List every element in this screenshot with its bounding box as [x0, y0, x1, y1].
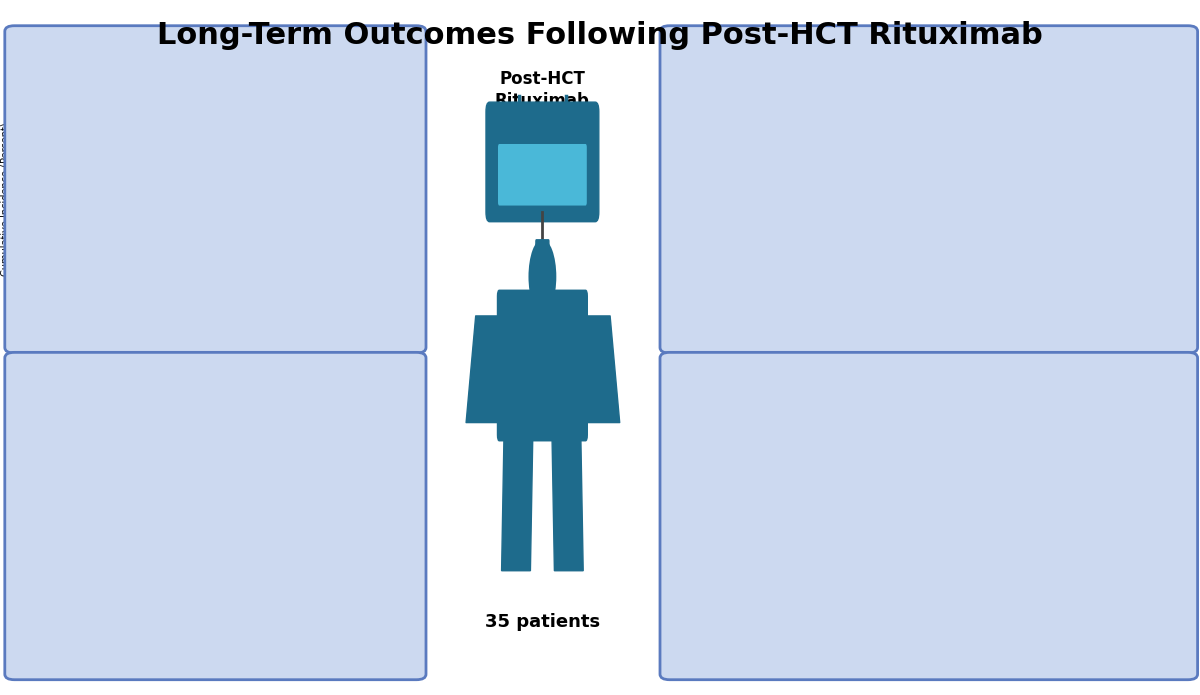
Text: Post-HCT
Rituximab: Post-HCT Rituximab	[494, 70, 590, 110]
Text: Decreased
neoantigen
response: Decreased neoantigen response	[990, 556, 1061, 603]
Text: •: •	[40, 614, 53, 635]
Polygon shape	[552, 435, 583, 571]
Text: No increase in serious
infectious complications: No increase in serious infectious compli…	[67, 608, 253, 641]
Text: IVIG Use: IVIG Use	[175, 368, 256, 386]
X-axis label: Time (Years): Time (Years)	[182, 338, 260, 348]
Text: Decreased allo-
antibody
production: Decreased allo- antibody production	[990, 423, 1087, 470]
Circle shape	[791, 148, 864, 187]
Y-axis label: Cumulative Incidence (Percent): Cumulative Incidence (Percent)	[1, 122, 11, 276]
Text: B Cell Reconstitution: B Cell Reconstitution	[830, 42, 1027, 60]
Text: 8y incidence 66%: 8y incidence 66%	[97, 160, 179, 169]
FancyBboxPatch shape	[486, 102, 599, 222]
Text: Clinical Outcomes: Clinical Outcomes	[132, 42, 299, 60]
Text: Increased IVIG use: Increased IVIG use	[67, 460, 210, 475]
FancyBboxPatch shape	[536, 240, 548, 259]
FancyBboxPatch shape	[498, 144, 587, 206]
Polygon shape	[502, 435, 533, 571]
Text: •: •	[40, 457, 53, 477]
Text: cGVHD: 8y incidence 20%: cGVHD: 8y incidence 20%	[168, 247, 299, 256]
Circle shape	[721, 500, 853, 569]
Circle shape	[762, 231, 893, 301]
Text: Long-Term Outcomes Following Post-HCT Rituximab: Long-Term Outcomes Following Post-HCT Ri…	[157, 21, 1043, 50]
Text: Persistent
decrease in
transitional B
cells up to 10
years: Persistent decrease in transitional B ce…	[1030, 167, 1115, 248]
Text: Freedom from Immune Suppression:: Freedom from Immune Suppression:	[97, 142, 283, 151]
Circle shape	[786, 244, 869, 288]
Text: CD38+: CD38+	[868, 301, 913, 314]
Text: Increased duration of IVIG use: Increased duration of IVIG use	[67, 534, 299, 550]
Text: B Cell Function: B Cell Function	[859, 368, 998, 386]
Text: •: •	[40, 532, 53, 552]
Text: Temporary
B Cell Aplasia resolves
by 3 years: Temporary B Cell Aplasia resolves by 3 y…	[965, 117, 1105, 165]
Circle shape	[769, 137, 886, 198]
Text: 35 patients: 35 patients	[485, 614, 600, 632]
FancyBboxPatch shape	[497, 290, 588, 441]
Point	[970, 603, 989, 614]
Text: IgD+: IgD+	[868, 213, 900, 227]
Circle shape	[745, 512, 828, 556]
Circle shape	[528, 239, 557, 314]
